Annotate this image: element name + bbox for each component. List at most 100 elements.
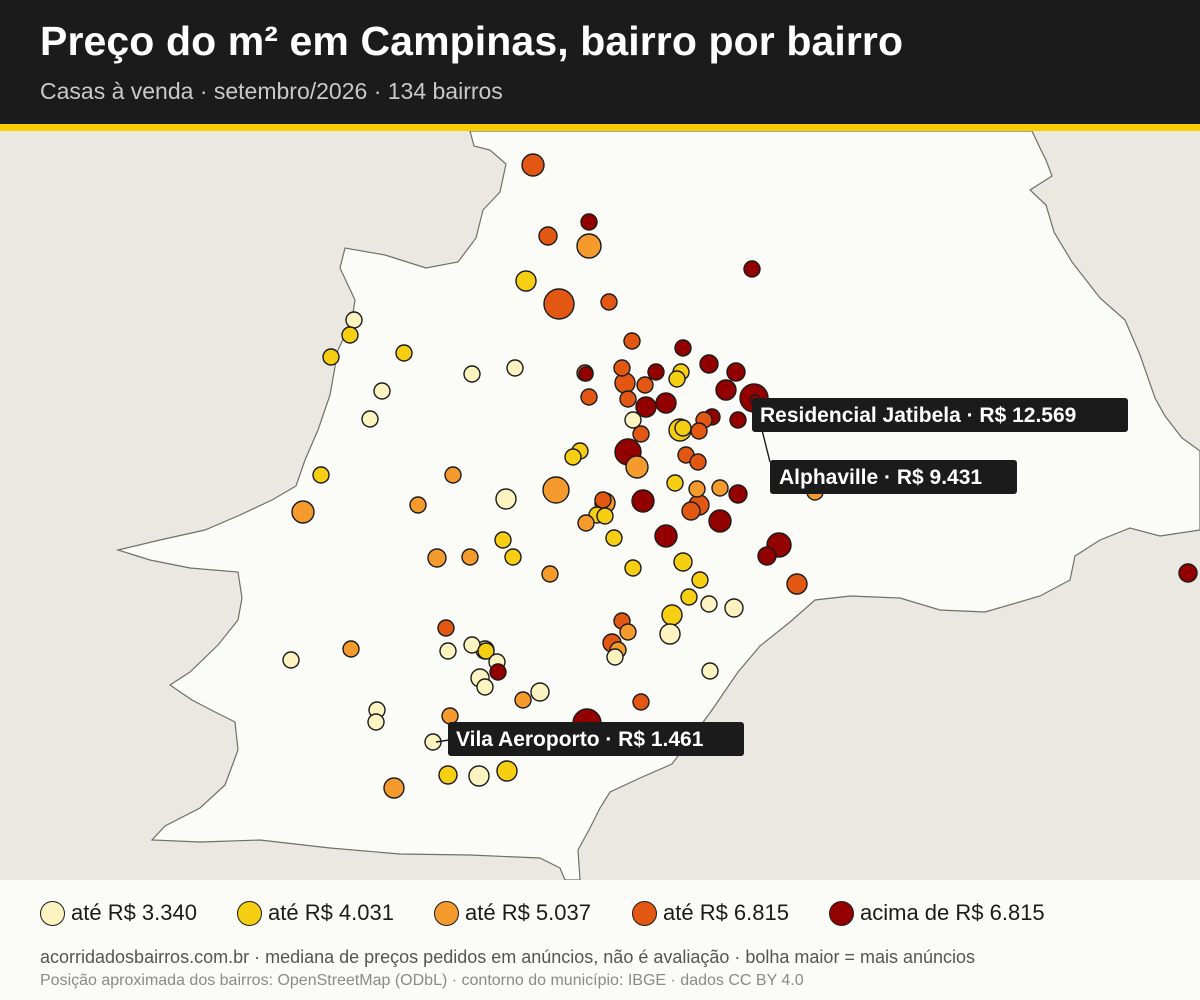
neighborhood-bubble	[291, 500, 315, 524]
neighborhood-bubble	[674, 339, 692, 357]
neighborhood-bubble	[444, 466, 462, 484]
page-title: Preço do m² em Campinas, bairro por bair…	[40, 18, 904, 64]
neighborhood-bubble	[489, 663, 507, 681]
neighborhood-bubble	[635, 396, 657, 418]
neighborhood-bubble	[655, 392, 677, 414]
neighborhood-bubble	[361, 410, 379, 428]
neighborhood-bubble	[476, 678, 494, 696]
header-bar: Preço do m² em Campinas, bairro por bair…	[0, 0, 1200, 124]
neighborhood-bubble	[427, 548, 447, 568]
neighborhood-bubble	[688, 480, 706, 498]
neighborhood-bubble	[606, 648, 624, 666]
neighborhood-bubble	[689, 453, 707, 471]
neighborhood-bubble	[577, 514, 595, 532]
neighborhood-bubble	[661, 604, 683, 626]
municipality-outline	[115, 131, 1200, 880]
legend-swatch	[829, 900, 854, 926]
neighborhood-bubble	[530, 682, 550, 702]
neighborhood-bubble	[409, 496, 427, 514]
neighborhood-bubble	[345, 311, 363, 329]
neighborhood-bubble	[521, 153, 545, 177]
legend-swatch	[434, 900, 459, 926]
neighborhood-bubble	[700, 595, 718, 613]
neighborhood-bubble	[495, 488, 517, 510]
neighborhood-bubble	[342, 640, 360, 658]
attribution-note: Posição aproximada dos bairros: OpenStre…	[40, 972, 804, 989]
neighborhood-bubble	[441, 707, 459, 725]
legend-swatch	[40, 900, 65, 926]
neighborhood-bubble	[613, 359, 631, 377]
neighborhood-bubble	[632, 693, 650, 711]
neighborhood-bubble	[341, 326, 359, 344]
neighborhood-bubble	[786, 573, 808, 595]
neighborhood-bubble	[576, 233, 602, 259]
neighborhood-bubble	[383, 777, 405, 799]
neighborhood-bubble	[625, 455, 649, 479]
legend-label: até R$ 4.031	[268, 900, 394, 925]
neighborhood-bubble	[743, 260, 761, 278]
neighborhood-bubble	[654, 524, 678, 548]
neighborhood-bubble	[674, 419, 692, 437]
neighborhood-bubble	[680, 588, 698, 606]
neighborhood-bubble	[438, 765, 458, 785]
neighborhood-bubble	[605, 529, 623, 547]
neighborhood-bubble	[506, 359, 524, 377]
neighborhood-bubble	[461, 548, 479, 566]
neighborhood-bubble	[690, 422, 708, 440]
neighborhood-bubble	[541, 565, 559, 583]
neighborhood-bubble	[619, 390, 637, 408]
neighborhood-bubble	[623, 332, 641, 350]
legend-swatch	[237, 900, 262, 926]
neighborhood-bubble	[619, 623, 637, 641]
neighborhood-bubble	[373, 382, 391, 400]
neighborhood-bubble	[701, 662, 719, 680]
neighborhood-bubble	[631, 489, 655, 513]
neighborhood-bubble	[580, 213, 598, 231]
neighborhood-bubble	[468, 765, 490, 787]
neighborhood-bubble	[624, 411, 642, 429]
callout-alphaville: Alphaville · R$ 9.431	[761, 429, 1017, 494]
page-subtitle: Casas à venda · setembro/2026 · 134 bair…	[40, 78, 503, 104]
legend-label: até R$ 5.037	[465, 900, 591, 925]
neighborhood-bubble	[728, 484, 748, 504]
neighborhood-bubble	[711, 479, 729, 497]
neighborhood-bubble	[322, 348, 340, 366]
callout-residencial-jatibela: Residencial Jatibela · R$ 12.569	[749, 394, 1128, 432]
neighborhood-bubble	[659, 623, 681, 645]
neighborhood-bubble	[715, 379, 737, 401]
neighborhood-bubble	[636, 376, 654, 394]
neighborhood-bubble	[699, 354, 719, 374]
neighborhood-bubble	[515, 270, 537, 292]
neighborhood-bubble	[726, 362, 746, 382]
neighborhood-bubble	[367, 713, 385, 731]
neighborhood-bubble	[708, 509, 732, 533]
neighborhood-bubble	[666, 474, 684, 492]
neighborhood-bubble	[729, 411, 747, 429]
neighborhood-bubble	[514, 691, 532, 709]
neighborhood-bubble	[596, 507, 614, 525]
neighborhood-bubble	[504, 548, 522, 566]
neighborhood-bubble	[724, 598, 744, 618]
neighborhood-bubble	[673, 552, 693, 572]
neighborhood-bubble	[580, 388, 598, 406]
neighborhood-bubble	[600, 293, 618, 311]
neighborhood-bubble	[594, 491, 612, 509]
neighborhood-bubble	[542, 476, 570, 504]
accent-stripe	[0, 124, 1200, 131]
callout-label-residencial-jatibela: Residencial Jatibela · R$ 12.569	[760, 404, 1076, 427]
neighborhood-bubble	[494, 531, 512, 549]
neighborhood-bubble	[632, 425, 650, 443]
callout-label-alphaville: Alphaville · R$ 9.431	[779, 466, 982, 489]
neighborhood-bubble	[437, 619, 455, 637]
neighborhood-bubble	[312, 466, 330, 484]
legend-label: até R$ 6.815	[663, 900, 789, 925]
neighborhood-bubble	[424, 733, 442, 751]
legend-label: até R$ 3.340	[71, 900, 197, 925]
neighborhood-bubble	[757, 546, 777, 566]
source-note: acorridadosbairros.com.br · mediana de p…	[40, 947, 976, 967]
neighborhood-bubble	[496, 760, 518, 782]
callout-label-vila-aeroporto: Vila Aeroporto · R$ 1.461	[456, 728, 704, 751]
neighborhood-bubble	[564, 448, 582, 466]
legend: até R$ 3.340 até R$ 4.031 até R$ 5.037 a…	[0, 880, 1200, 940]
legend-item-bin-3: até R$ 5.037	[434, 898, 591, 928]
